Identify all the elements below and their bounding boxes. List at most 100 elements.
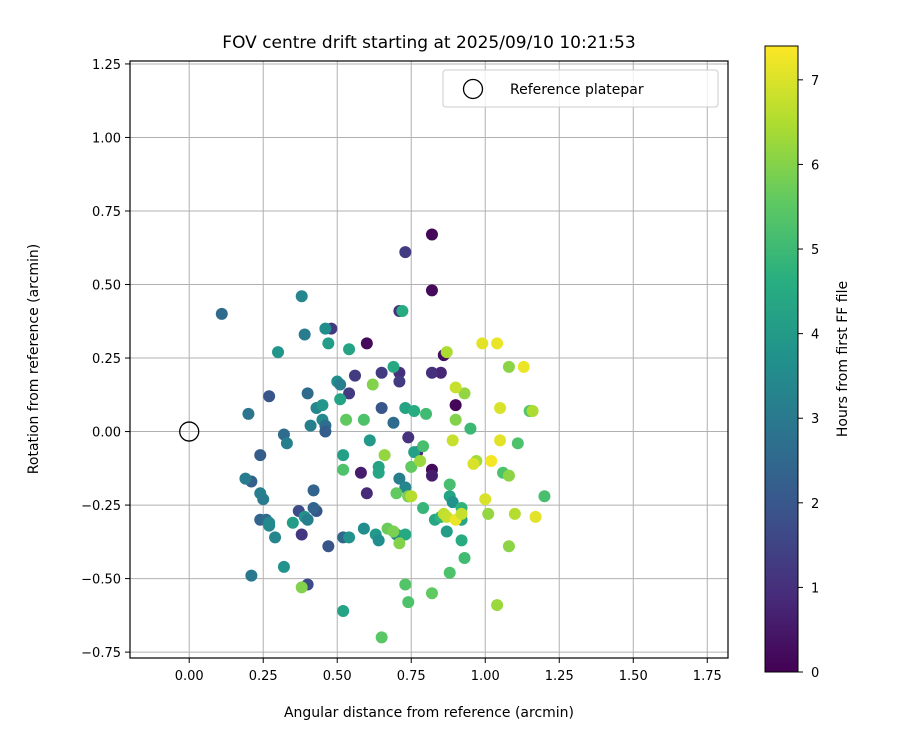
data-point xyxy=(295,581,308,594)
data-point xyxy=(491,337,504,350)
plot-frame xyxy=(129,60,729,659)
colorbar-tick-label: 1 xyxy=(811,581,819,596)
data-point xyxy=(425,228,438,241)
data-point xyxy=(263,390,276,403)
data-point xyxy=(425,587,438,600)
data-point xyxy=(387,525,400,538)
x-tick-label: 1.75 xyxy=(693,669,722,684)
data-point xyxy=(464,422,477,435)
data-point xyxy=(443,478,456,491)
data-point xyxy=(319,322,332,335)
reference-platepar-marker xyxy=(179,421,200,442)
data-point xyxy=(280,437,293,450)
data-point xyxy=(387,416,400,429)
colorbar-frame xyxy=(764,45,799,673)
data-point xyxy=(455,507,468,520)
data-point xyxy=(295,528,308,541)
grid xyxy=(130,61,728,658)
data-point xyxy=(502,469,515,482)
colorbar: 0 1 2 3 4 5 6 7 Hours from first FF file xyxy=(764,45,851,681)
data-point xyxy=(402,431,415,444)
data-point xyxy=(343,343,356,356)
y-tick-label: 1.25 xyxy=(92,58,121,73)
data-point xyxy=(511,437,524,450)
data-point xyxy=(334,393,347,406)
y-tick-label: −0.75 xyxy=(81,646,121,661)
data-point xyxy=(502,540,515,553)
data-point xyxy=(340,413,353,426)
y-tick-label: 0.00 xyxy=(92,426,121,441)
data-point xyxy=(425,469,438,482)
data-point xyxy=(301,513,314,526)
data-point xyxy=(319,425,332,438)
y-tick-label: −0.25 xyxy=(81,499,121,514)
data-point xyxy=(529,510,542,523)
data-point xyxy=(307,502,320,515)
legend-marker-icon xyxy=(462,78,484,100)
data-point xyxy=(257,493,270,506)
data-point xyxy=(322,337,335,350)
data-point xyxy=(446,434,459,447)
data-point xyxy=(502,360,515,373)
x-tick-label: 1.00 xyxy=(471,669,500,684)
data-point xyxy=(239,472,252,485)
colorbar-tick-label: 2 xyxy=(811,497,819,512)
data-point xyxy=(363,434,376,447)
data-point xyxy=(343,531,356,544)
data-point xyxy=(417,502,430,515)
data-point xyxy=(245,569,258,582)
reference-marker-layer xyxy=(179,421,200,442)
data-point xyxy=(455,534,468,547)
data-point xyxy=(304,419,317,432)
legend: Reference platepar xyxy=(442,69,719,108)
data-point xyxy=(517,360,530,373)
data-point xyxy=(348,369,361,382)
data-point xyxy=(357,522,370,535)
data-point xyxy=(494,402,507,415)
x-tick-label: 1.25 xyxy=(545,669,574,684)
data-point xyxy=(354,466,367,479)
data-point xyxy=(334,378,347,391)
data-point xyxy=(458,387,471,400)
data-point xyxy=(215,307,228,320)
colorbar-tick-label: 6 xyxy=(811,158,819,173)
data-point xyxy=(479,493,492,506)
data-point xyxy=(295,290,308,303)
data-point xyxy=(414,454,427,467)
data-point xyxy=(272,346,285,359)
y-tick-label: 1.00 xyxy=(92,131,121,146)
x-axis-ticks: 0.00 0.25 0.50 0.75 1.00 1.25 1.50 1.75 xyxy=(175,658,722,684)
data-point xyxy=(449,381,462,394)
data-point xyxy=(263,519,276,532)
data-point xyxy=(425,284,438,297)
x-tick-label: 0.00 xyxy=(175,669,204,684)
data-point xyxy=(360,337,373,350)
data-point xyxy=(337,604,350,617)
data-point xyxy=(375,631,388,644)
data-point xyxy=(508,507,521,520)
y-tick-label: 0.25 xyxy=(92,352,121,367)
data-point xyxy=(316,399,329,412)
data-point xyxy=(482,507,495,520)
chart-title: FOV centre drift starting at 2025/09/10 … xyxy=(222,33,635,53)
colorbar-ticks: 0 1 2 3 4 5 6 7 xyxy=(798,74,819,681)
data-point xyxy=(538,490,551,503)
data-point xyxy=(399,246,412,259)
data-point xyxy=(337,463,350,476)
data-point xyxy=(269,531,282,544)
y-tick-label: −0.50 xyxy=(81,573,121,588)
data-point xyxy=(405,490,418,503)
data-point xyxy=(366,378,379,391)
data-point xyxy=(242,407,255,420)
y-axis-label: Rotation from reference (arcmin) xyxy=(26,244,42,474)
x-tick-label: 0.75 xyxy=(397,669,426,684)
data-point xyxy=(485,454,498,467)
data-point xyxy=(337,449,350,462)
data-point xyxy=(322,540,335,553)
data-point xyxy=(434,366,447,379)
data-point xyxy=(420,407,433,420)
data-point xyxy=(393,472,406,485)
data-point xyxy=(307,484,320,497)
data-point xyxy=(399,578,412,591)
